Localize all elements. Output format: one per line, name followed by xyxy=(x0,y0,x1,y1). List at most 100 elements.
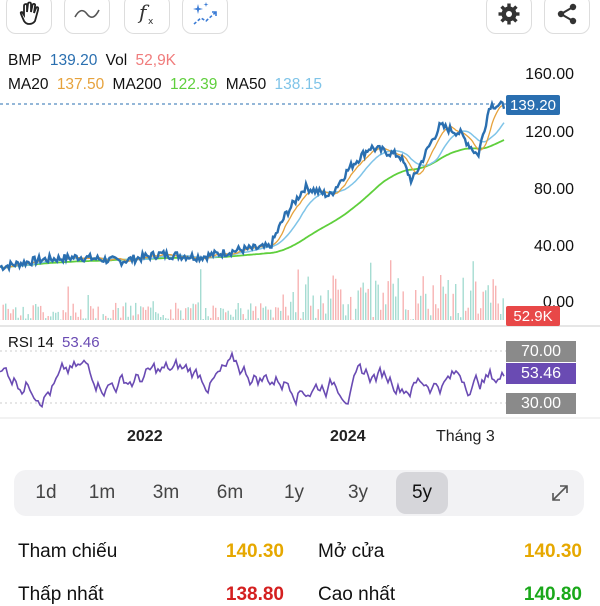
volume-bar xyxy=(163,315,164,320)
volume-bar xyxy=(408,310,409,320)
volume-bar xyxy=(395,297,396,321)
volume-bar xyxy=(93,309,94,320)
range-1y[interactable]: 1y xyxy=(270,470,318,516)
volume-bar xyxy=(168,319,169,320)
volume-bar xyxy=(50,316,51,320)
volume-bar xyxy=(350,297,351,320)
volume-bar xyxy=(215,308,216,320)
volume-bar xyxy=(340,289,341,320)
volume-bar xyxy=(125,303,126,320)
volume-bar xyxy=(143,307,144,320)
volume-bar xyxy=(463,278,464,320)
volume-bar xyxy=(503,298,504,320)
volume-bar xyxy=(90,306,91,320)
volume-bar xyxy=(330,299,331,320)
volume-bar xyxy=(8,309,9,320)
volume-bar xyxy=(60,320,61,321)
fullscreen-button[interactable] xyxy=(540,470,580,516)
volume-bar xyxy=(150,308,151,320)
volume-bar xyxy=(428,309,429,320)
volume-bar xyxy=(423,276,424,320)
volume-bar xyxy=(415,290,416,320)
range-1d[interactable]: 1d xyxy=(22,470,70,516)
rsi-upper-tag: 70.00 xyxy=(506,341,576,362)
volume-bar xyxy=(315,318,316,320)
volume-bar xyxy=(268,310,269,320)
volume-bar xyxy=(213,306,214,320)
volume-bar xyxy=(460,317,461,320)
volume-bar xyxy=(88,295,89,320)
volume-bar xyxy=(178,309,179,320)
volume-bar xyxy=(98,307,99,320)
volume-bar xyxy=(70,316,71,320)
volume-bar xyxy=(65,312,66,320)
volume-bar xyxy=(300,319,301,321)
volume-bar xyxy=(200,269,201,320)
volume-bar xyxy=(225,312,226,320)
volume-bar xyxy=(63,310,64,320)
low-price-label: Thấp nhất xyxy=(18,584,104,606)
volume-bar xyxy=(335,279,336,320)
volume-bar xyxy=(493,279,494,320)
volume-bar xyxy=(450,316,451,320)
volume-bar xyxy=(465,311,466,320)
volume-bar xyxy=(110,318,111,320)
volume-bar xyxy=(445,294,446,320)
volume-bars xyxy=(0,260,504,320)
volume-bar xyxy=(173,319,174,320)
volume-bar xyxy=(68,287,69,321)
rsi-line xyxy=(0,353,504,406)
range-6m[interactable]: 6m xyxy=(206,470,254,516)
volume-bar xyxy=(28,314,29,320)
volume-bar xyxy=(133,316,134,321)
volume-bar xyxy=(220,308,221,320)
volume-bar xyxy=(145,310,146,320)
volume-bar xyxy=(348,304,349,320)
volume-bar xyxy=(425,294,426,320)
volume-bar xyxy=(140,306,141,320)
range-5y[interactable]: 5y xyxy=(396,472,448,514)
volume-bar xyxy=(360,288,361,321)
low-price-value: 138.80 xyxy=(200,584,284,606)
volume-bar xyxy=(328,290,329,320)
volume-bar xyxy=(258,318,259,320)
volume-bar xyxy=(490,303,491,320)
open-price-label: Mở cửa xyxy=(318,541,384,563)
volume-bar xyxy=(293,292,294,320)
ma20-line xyxy=(0,106,504,268)
rsi-lower-tag: 30.00 xyxy=(506,393,576,414)
volume-bar xyxy=(398,278,399,320)
volume-bar xyxy=(3,305,4,320)
volume-bar xyxy=(298,270,299,321)
volume-bar xyxy=(260,303,261,320)
volume-bar xyxy=(253,311,254,320)
volume-tag: 52.9K xyxy=(506,306,560,326)
axis-label-40: 40.00 xyxy=(534,238,574,256)
range-3m[interactable]: 3m xyxy=(142,470,190,516)
volume-bar xyxy=(245,319,246,320)
volume-bar xyxy=(210,318,211,320)
volume-bar xyxy=(365,293,366,320)
volume-bar xyxy=(473,261,474,320)
volume-bar xyxy=(35,304,36,320)
volume-bar xyxy=(283,295,284,321)
volume-bar xyxy=(105,316,106,320)
volume-bar xyxy=(198,302,199,320)
volume-bar xyxy=(148,307,149,321)
rsi-label: RSI 14 xyxy=(8,334,54,351)
volume-bar xyxy=(325,314,326,320)
range-1m[interactable]: 1m xyxy=(78,470,126,516)
volume-bar xyxy=(310,306,311,320)
volume-bar xyxy=(78,317,79,320)
volume-bar xyxy=(410,320,411,321)
volume-bar xyxy=(370,263,371,320)
volume-bar xyxy=(458,313,459,320)
volume-bar xyxy=(20,315,21,320)
range-3y[interactable]: 3y xyxy=(334,470,382,516)
volume-bar xyxy=(180,310,181,320)
volume-bar xyxy=(478,314,479,320)
volume-bar xyxy=(155,312,156,320)
volume-bar xyxy=(195,304,196,320)
volume-bar xyxy=(280,311,281,320)
volume-bar xyxy=(403,291,404,320)
